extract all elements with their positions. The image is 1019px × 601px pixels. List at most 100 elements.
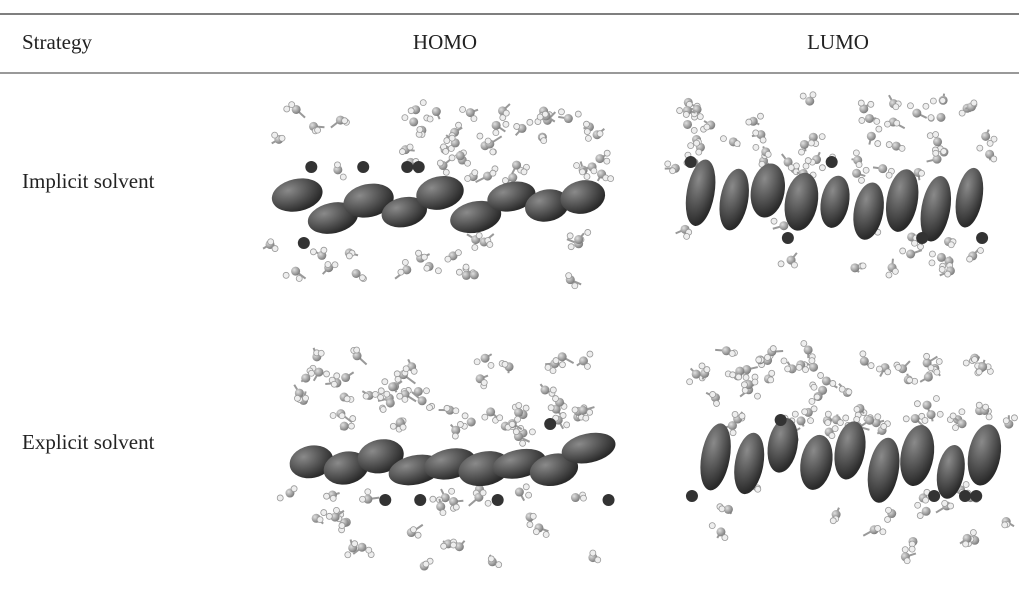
hydrogen (893, 104, 899, 110)
hydrogen (472, 245, 478, 251)
hydrogen (324, 371, 330, 377)
hydrogen (684, 233, 690, 239)
hydrogen (585, 135, 591, 141)
hydrogen (756, 357, 762, 363)
hydrogen (691, 127, 697, 133)
hydrogen (830, 380, 836, 386)
hydrogen (1011, 415, 1017, 421)
hydrogen (1002, 522, 1008, 528)
hydrogen (359, 275, 365, 281)
small-lobe (414, 494, 426, 506)
hydrogen (465, 176, 471, 182)
atom (865, 114, 874, 123)
hydrogen (970, 529, 976, 535)
hydrogen (714, 400, 720, 406)
hydrogen (572, 283, 578, 289)
hydrogen (959, 409, 965, 415)
hydrogen (583, 121, 589, 127)
hydrogen (860, 263, 866, 269)
hydrogen (1003, 418, 1009, 424)
hydrogen (829, 433, 835, 439)
hydrogen (963, 481, 969, 487)
hydrogen (291, 486, 297, 492)
hydrogen (283, 272, 289, 278)
atom (564, 114, 573, 123)
hydrogen (372, 391, 378, 397)
hydrogen (390, 423, 396, 429)
small-lobe (685, 156, 697, 168)
hydrogen (940, 97, 946, 103)
hydrogen (440, 510, 446, 516)
hydrogen (477, 133, 483, 139)
hydrogen (463, 264, 469, 270)
small-lobe (298, 237, 310, 249)
hydrogen (754, 393, 760, 399)
molecule (277, 347, 618, 571)
hydrogen (515, 416, 521, 422)
small-lobe (492, 494, 504, 506)
hydrogen (694, 140, 700, 146)
atom (906, 249, 915, 258)
atom (804, 345, 813, 354)
hydrogen (963, 541, 969, 547)
hydrogen (819, 134, 825, 140)
hydrogen (490, 170, 496, 176)
hydrogen (566, 273, 572, 279)
hydrogen (730, 430, 736, 436)
hydrogen (788, 164, 794, 170)
hydrogen (460, 107, 466, 113)
hydrogen (876, 366, 882, 372)
hydrogen (365, 489, 371, 495)
atom (865, 416, 874, 425)
atom (514, 408, 523, 417)
hydrogen (967, 256, 973, 262)
hydrogen (488, 362, 494, 368)
hydrogen (348, 423, 354, 429)
hydrogen (948, 503, 954, 509)
hydrogen (785, 366, 791, 372)
hydrogen (683, 111, 689, 117)
hydrogen (677, 108, 683, 114)
hydrogen (597, 131, 603, 137)
hydrogen (472, 170, 478, 176)
hydrogen (895, 364, 901, 370)
hydrogen (904, 558, 910, 564)
header-cell: HOMO (413, 30, 477, 54)
hydrogen (487, 242, 493, 248)
atom (357, 543, 366, 552)
atom (981, 132, 990, 141)
hydrogen (342, 118, 348, 124)
hydrogen (423, 388, 429, 394)
hydrogen (933, 150, 939, 156)
hydrogen (819, 165, 825, 171)
hydrogen (818, 372, 824, 378)
small-lobe (976, 232, 988, 244)
hydrogen (591, 168, 597, 174)
orbital-lobe (696, 421, 736, 493)
hydrogen (796, 364, 802, 370)
hydrogen (764, 354, 770, 360)
hydrogen (886, 172, 892, 178)
hydrogen (340, 174, 346, 180)
hydrogen (558, 109, 564, 115)
hydrogen (948, 242, 954, 248)
hydrogen (846, 389, 852, 395)
hydrogen (462, 413, 468, 419)
hydrogen (892, 268, 898, 274)
hydrogen (902, 547, 908, 553)
atom (878, 164, 887, 173)
atom (923, 401, 932, 410)
hydrogen (868, 101, 874, 107)
hydrogen (481, 380, 487, 386)
hydrogen (987, 140, 993, 146)
hydrogen (272, 246, 278, 252)
hydrogen (415, 532, 421, 538)
hydrogen (858, 100, 864, 106)
hydrogen (410, 527, 416, 533)
orbital-lobe (796, 432, 837, 492)
small-lobe (826, 156, 838, 168)
atom (595, 154, 604, 163)
orbital-lobe (951, 166, 987, 230)
hydrogen (550, 387, 556, 393)
